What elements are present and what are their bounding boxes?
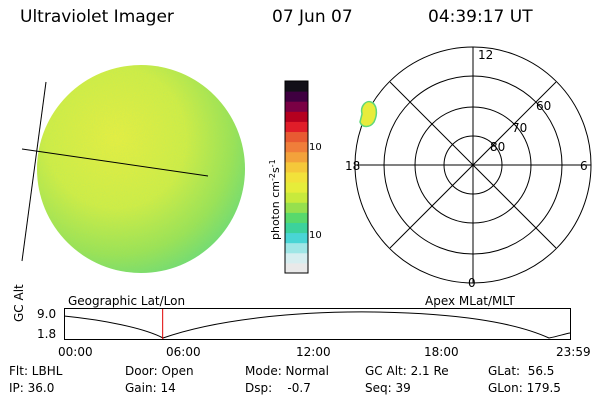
polar-plot: 12 18 6 0 60 70 80 bbox=[345, 46, 592, 290]
mlt-label-0: 0 bbox=[468, 276, 476, 290]
colorbar-swatch bbox=[285, 111, 308, 122]
status-door: Door: Open bbox=[125, 364, 194, 378]
colorbar-swatch bbox=[285, 182, 308, 193]
status-gc-alt: GC Alt: 2.1 Re bbox=[365, 364, 449, 378]
mlt-label-18: 18 bbox=[345, 159, 360, 173]
colorbar-swatch bbox=[285, 121, 308, 133]
status-dsp: Dsp: -0.7 bbox=[245, 381, 311, 395]
orbit-time-2: 12:00 bbox=[296, 345, 331, 359]
latitude-line bbox=[21, 148, 209, 177]
polar-diag-2 bbox=[389, 81, 557, 249]
mlat-label-60: 60 bbox=[536, 99, 551, 113]
geographic-label: Geographic Lat/Lon bbox=[68, 294, 186, 308]
colorbar-swatch bbox=[285, 171, 308, 183]
orbit-y-top: 9.0 bbox=[37, 307, 57, 321]
mlt-label-6: 6 bbox=[580, 159, 588, 173]
date-label: 07 Jun 07 bbox=[272, 7, 353, 27]
status-glat: GLat: 56.5 bbox=[488, 364, 555, 378]
status-glon: GLon: 179.5 bbox=[488, 381, 561, 395]
uv-image-panel bbox=[21, 65, 245, 273]
orbit-time-1: 06:00 bbox=[166, 345, 201, 359]
colorbar-tick-10: 10 bbox=[309, 230, 322, 241]
status-filter: Flt: LBHL bbox=[9, 364, 63, 378]
orbit-strip bbox=[64, 308, 571, 340]
orbit-time-0: 00:00 bbox=[58, 345, 93, 359]
colorbar-swatch bbox=[285, 81, 308, 92]
earth-disk-texture bbox=[37, 65, 245, 273]
orbit-time-4: 23:59 bbox=[556, 345, 591, 359]
colorbar-swatch bbox=[285, 232, 308, 244]
colorbar-swatch bbox=[285, 131, 308, 143]
orbit-time-3: 18:00 bbox=[424, 345, 459, 359]
colorbar-swatch bbox=[285, 192, 308, 203]
colorbar-swatch bbox=[285, 141, 308, 153]
mlt-label-12: 12 bbox=[478, 48, 493, 62]
status-ip: IP: 36.0 bbox=[9, 381, 55, 395]
auroral-blob bbox=[359, 100, 378, 128]
colorbar-swatches bbox=[285, 81, 308, 274]
colorbar-swatch bbox=[285, 242, 308, 254]
orbit-y-bottom: 1.8 bbox=[37, 327, 57, 341]
meridian-line bbox=[21, 81, 47, 262]
colorbar-swatch bbox=[285, 212, 308, 223]
colorbar-frame bbox=[284, 80, 309, 274]
apex-label: Apex MLat/MLT bbox=[425, 294, 515, 308]
orbit-altitude-curve bbox=[64, 311, 571, 339]
colorbar-swatch bbox=[285, 151, 308, 163]
orbit-strip-frame bbox=[64, 308, 571, 340]
status-mode: Mode: Normal bbox=[245, 364, 329, 378]
colorbar-panel: 100 10 photon cm-2s-1 bbox=[268, 80, 322, 274]
status-gain: Gain: 14 bbox=[125, 381, 176, 395]
colorbar-label: photon cm-2s-1 bbox=[268, 159, 282, 240]
gc-alt-axis-label: GC Alt bbox=[12, 284, 26, 322]
colorbar-swatch bbox=[285, 252, 308, 264]
colorbar-tick-100: 100 bbox=[309, 142, 322, 153]
time-label: 04:39:17 UT bbox=[428, 7, 533, 27]
colorbar-swatch bbox=[285, 202, 308, 213]
status-seq: Seq: 39 bbox=[365, 381, 411, 395]
colorbar-swatch bbox=[285, 101, 308, 112]
mlat-label-80: 80 bbox=[490, 140, 505, 154]
colorbar-swatch bbox=[285, 161, 308, 173]
colorbar-swatch bbox=[285, 262, 308, 274]
colorbar-swatch bbox=[285, 91, 308, 102]
colorbar-swatch bbox=[285, 222, 308, 234]
mlat-label-70: 70 bbox=[512, 121, 527, 135]
instrument-title: Ultraviolet Imager bbox=[20, 7, 174, 27]
